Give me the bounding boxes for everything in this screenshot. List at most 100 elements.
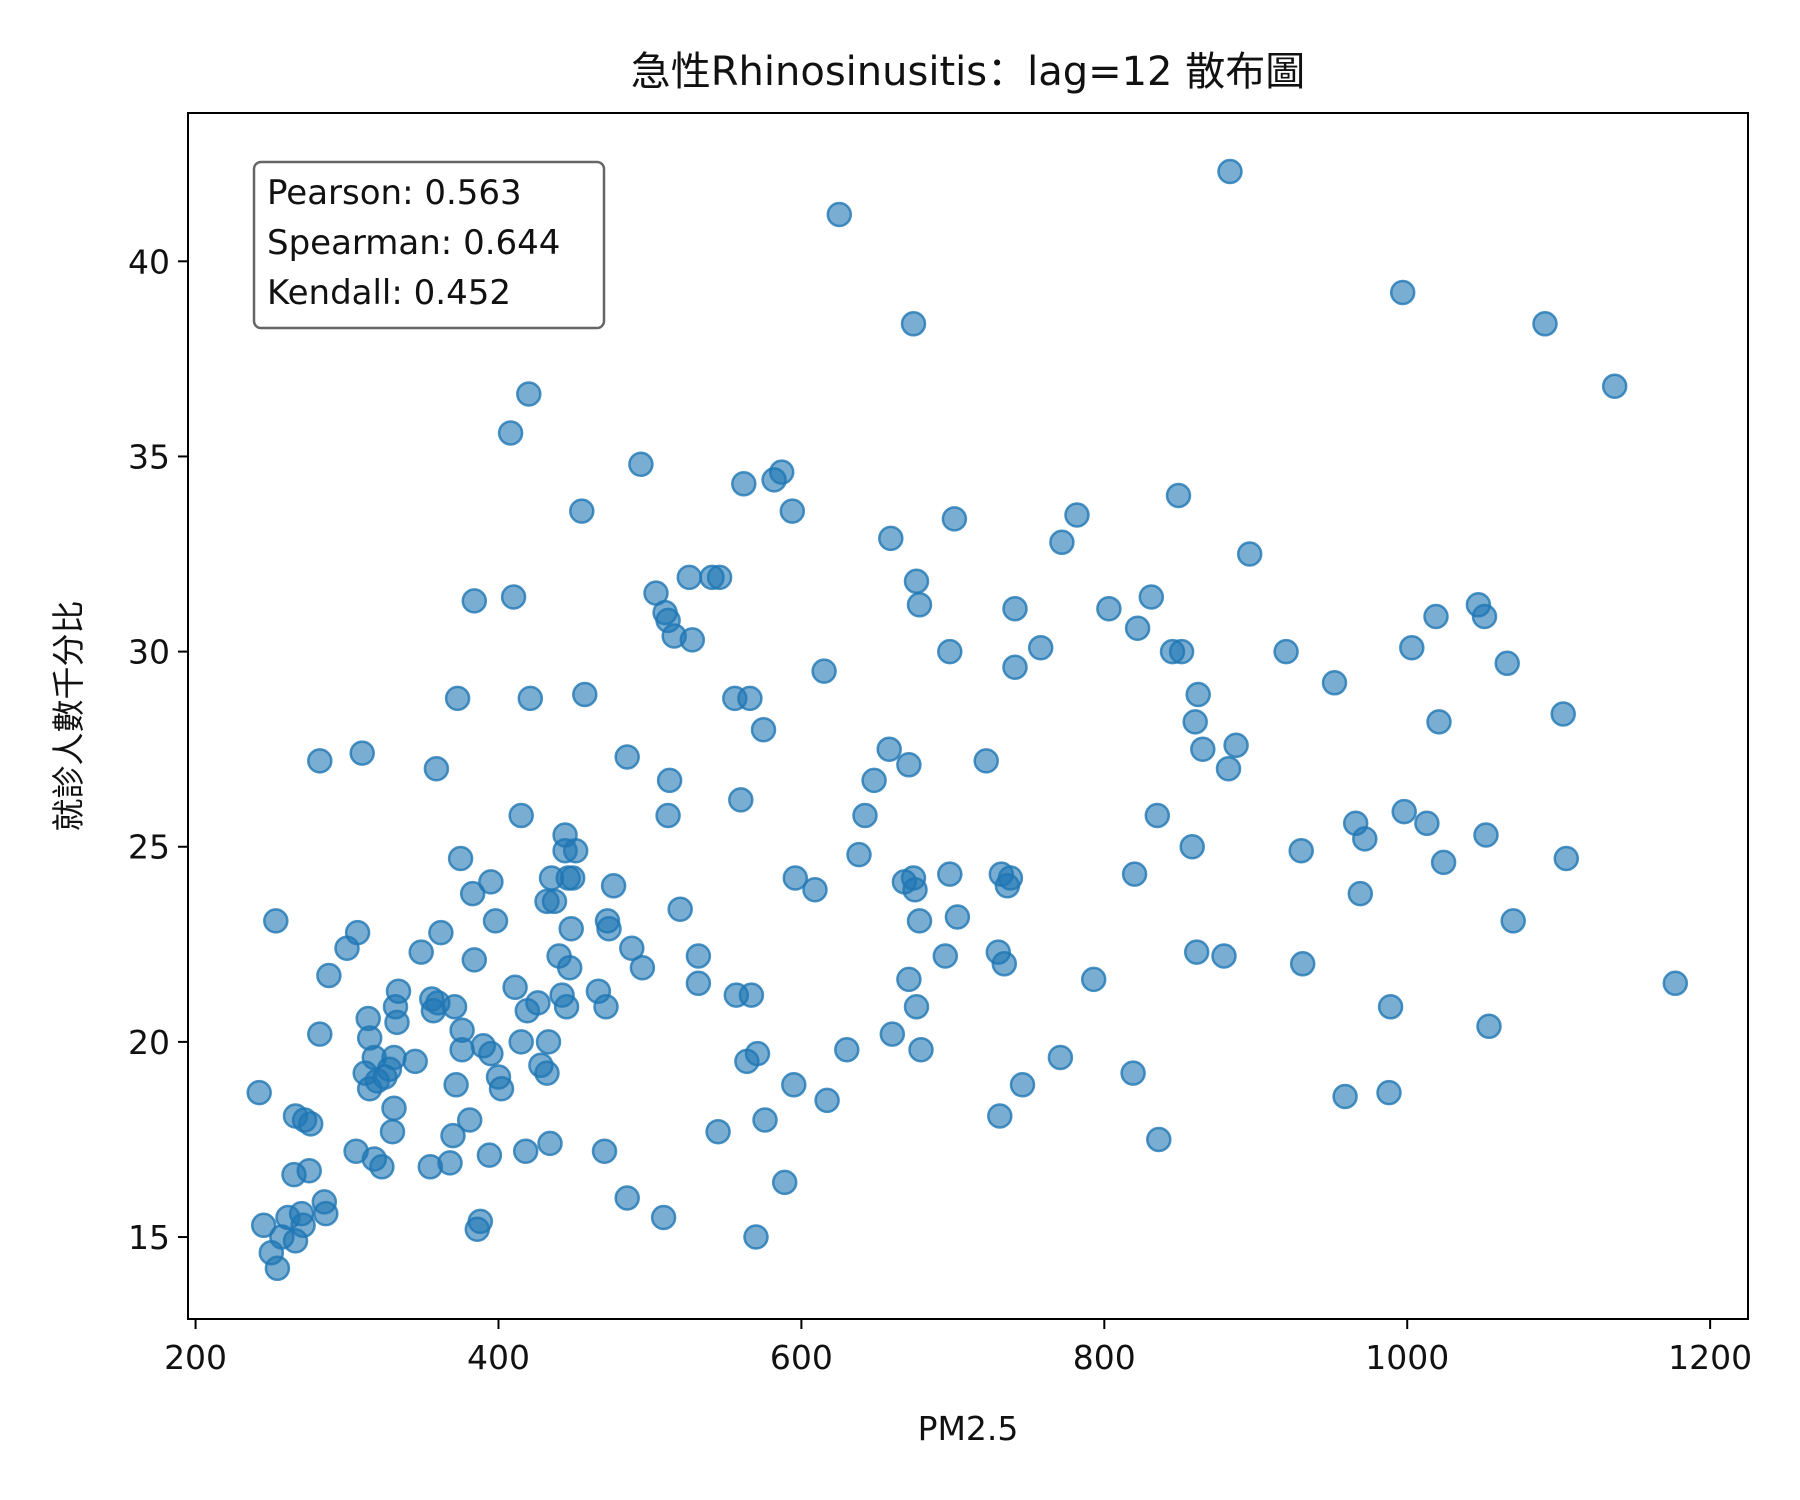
y-axis: 15 20 25 30 35 40 [128,242,188,1257]
data-point-189 [1146,1126,1172,1153]
data-point-184 [1120,1060,1146,1086]
data-point-191 [1165,482,1192,509]
data-point-196 [1185,681,1211,708]
data-point-195 [1183,939,1210,965]
data-point-11 [290,1212,316,1239]
data-point-160 [906,592,933,618]
data-point-133 [750,716,777,743]
y-tick-label-3: 30 [128,633,170,672]
data-point-166 [941,506,968,532]
data-point-136 [768,459,795,485]
data-point-39 [385,978,412,1004]
data-point-0 [246,1079,272,1106]
data-point-177 [1009,1072,1036,1098]
data-point-52 [444,685,471,712]
data-point-210 [1352,826,1378,852]
data-point-194 [1182,709,1208,735]
data-point-110 [650,1204,677,1231]
data-point-117 [676,564,703,591]
data-point-165 [937,638,963,665]
data-point-201 [1223,732,1249,759]
data-point-224 [1494,650,1520,677]
data-point-132 [744,1040,771,1067]
data-point-202 [1236,541,1263,567]
data-point-187 [1138,584,1165,610]
data-point-61 [467,1208,494,1235]
data-point-118 [679,627,706,653]
data-point-45 [423,755,450,782]
data-point-73 [508,1029,534,1055]
data-point-172 [991,951,1018,977]
data-point-181 [1064,502,1090,528]
data-point-154 [896,752,922,778]
data-point-175 [1002,595,1028,622]
data-point-198 [1211,943,1237,969]
data-point-213 [1389,279,1416,306]
y-tick-label-5: 40 [128,242,170,281]
kendall-stat: Kendall: 0.452 [267,273,511,313]
stats-box-frame [252,160,606,330]
data-point-56 [456,1107,483,1133]
data-point-51 [443,1072,469,1098]
data-point-1 [250,1212,277,1239]
data-point-105 [614,1185,640,1211]
data-point-174 [997,865,1024,891]
data-point-131 [743,1224,769,1250]
data-point-74 [512,1138,539,1164]
x-tick-label-1: 400 [467,1338,530,1377]
data-point-217 [1423,603,1449,630]
data-point-228 [1553,845,1580,872]
data-point-119 [685,943,712,969]
data-point-40 [402,1048,428,1075]
data-point-92 [556,954,583,981]
data-point-35 [381,1095,407,1121]
data-point-219 [1430,849,1457,876]
data-point-199 [1215,755,1242,782]
data-point-13 [296,1157,322,1184]
data-point-229 [1601,373,1628,399]
data-point-146 [846,841,872,868]
data-point-47 [428,919,454,946]
chart-title: 急性Rhinosinusitis：lag=12 散布圖 [631,49,1305,95]
data-point-218 [1426,709,1452,735]
x-axis-label: PM2.5 [918,1409,1019,1448]
y-tick-label-0: 15 [128,1218,170,1257]
data-point-159 [903,568,930,595]
x-tick-label-4: 1000 [1365,1338,1449,1377]
y-tick-label-1: 20 [128,1023,170,1062]
data-point-164 [937,861,963,887]
data-point-66 [482,908,509,934]
data-point-151 [879,1021,906,1047]
data-point-203 [1273,638,1299,665]
data-point-94 [559,865,586,891]
data-point-212 [1377,994,1404,1020]
data-point-18 [313,1200,339,1227]
x-tick-label-0: 200 [164,1338,227,1377]
data-point-182 [1080,966,1107,993]
data-point-193 [1179,833,1205,860]
data-point-59 [461,588,488,614]
data-point-207 [1332,1083,1358,1110]
data-point-138 [779,498,806,524]
stats-box: Pearson: 0.563 Spearman: 0.644 Kendall: … [252,160,606,330]
data-point-49 [440,1122,466,1149]
data-point-58 [461,947,488,973]
data-point-222 [1473,822,1499,848]
data-point-99 [591,1138,618,1164]
x-tick-label-3: 800 [1073,1338,1136,1377]
x-axis: 200 400 600 800 1000 1200 [164,1319,1752,1377]
data-point-134 [752,1107,778,1133]
data-point-147 [852,802,878,829]
data-point-106 [619,935,645,961]
data-point-216 [1414,810,1440,837]
data-point-144 [826,201,853,228]
data-point-123 [706,564,733,591]
data-point-157 [902,876,928,903]
data-point-205 [1289,951,1316,977]
data-point-102 [596,915,622,942]
data-point-19 [316,962,342,989]
data-point-31 [369,1154,395,1180]
data-point-120 [685,970,712,997]
spearman-stat: Spearman: 0.644 [267,223,560,263]
